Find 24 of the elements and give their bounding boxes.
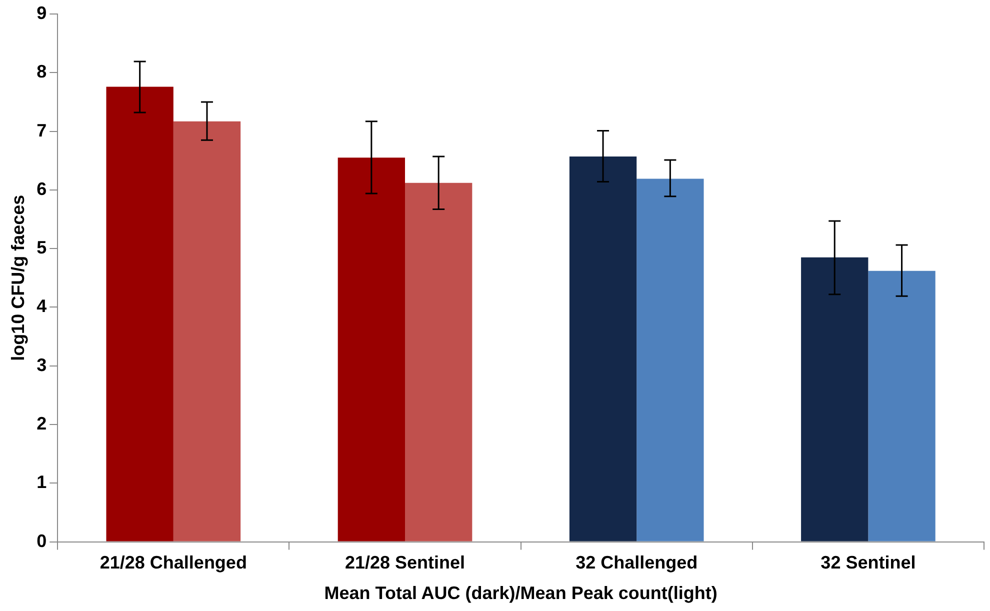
y-tick-label: 2 <box>36 413 47 434</box>
bar <box>868 270 936 542</box>
y-tick-label: 5 <box>36 238 47 258</box>
x-axis-title: Mean Total AUC (dark)/Mean Peak count(light) <box>324 583 718 604</box>
bar <box>106 86 174 542</box>
y-tick-label: 7 <box>36 120 47 140</box>
y-tick-label: 3 <box>36 354 47 375</box>
x-tick-label: 21/28 Challenged <box>100 552 247 573</box>
x-tick-label: 32 Sentinel <box>820 552 916 573</box>
x-tick-label: 32 Challenged <box>576 552 698 573</box>
y-tick-label: 6 <box>36 178 47 199</box>
y-tick-label: 8 <box>36 62 47 82</box>
y-tick-label: 4 <box>36 296 47 316</box>
bar <box>405 182 472 542</box>
y-tick-label: 0 <box>36 530 47 551</box>
bar <box>801 257 868 542</box>
y-tick-label: 1 <box>36 472 47 492</box>
y-tick-label: 9 <box>36 2 47 23</box>
bar <box>569 156 637 542</box>
x-tick-label: 21/28 Sentinel <box>344 552 466 573</box>
bar <box>173 121 241 542</box>
bar <box>338 158 406 542</box>
y-axis-title: log10 CFU/g faeces <box>8 194 28 361</box>
bar <box>636 178 704 542</box>
